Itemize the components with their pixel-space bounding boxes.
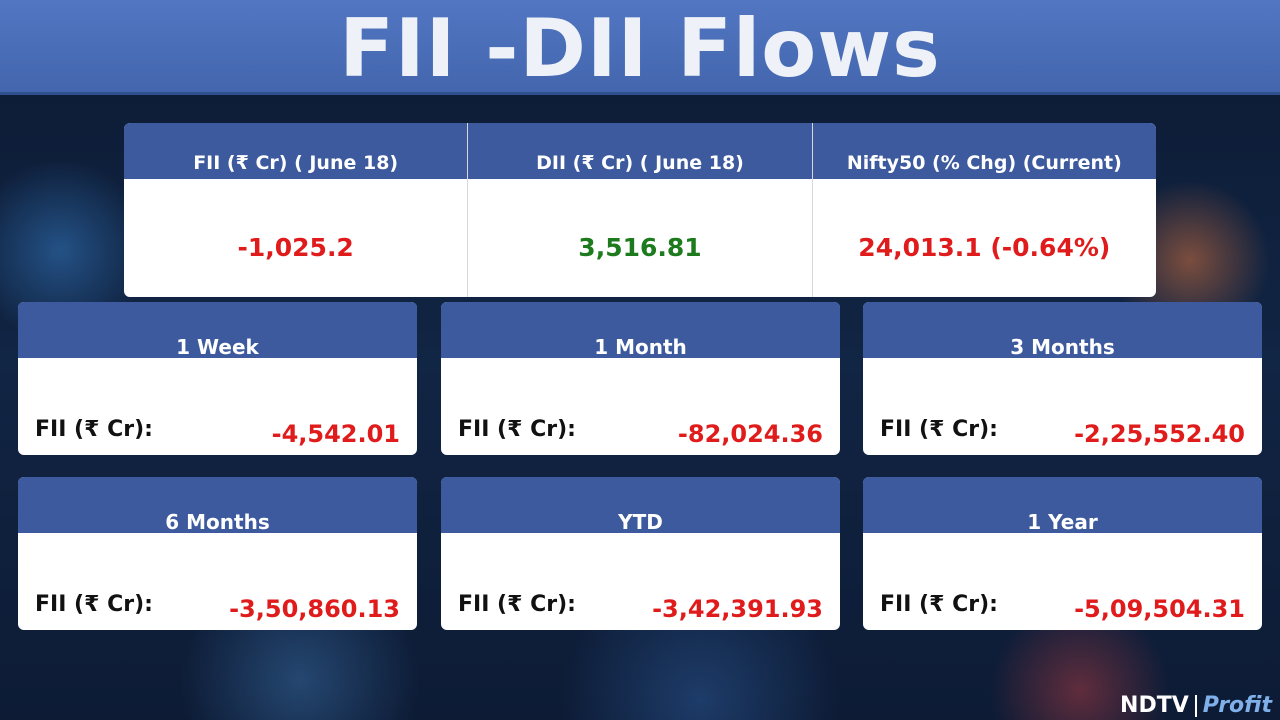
period-card: 6 Months FII (₹ Cr): -3,50,860.13	[18, 477, 417, 630]
card-period: 1 Year	[863, 477, 1262, 533]
card-label: FII (₹ Cr):	[458, 592, 576, 617]
card-label: FII (₹ Cr):	[458, 417, 576, 442]
logo-separator	[1194, 695, 1197, 717]
column-value: 3,516.81	[578, 233, 702, 262]
column-header: Nifty50 (% Chg) (Current)	[812, 123, 1156, 179]
column-value: -1,025.2	[237, 233, 354, 262]
card-period: 6 Months	[18, 477, 417, 533]
card-value: -3,42,391.93	[652, 595, 823, 623]
summary-table: FII (₹ Cr) ( June 18) -1,025.2 DII (₹ Cr) …	[124, 123, 1156, 297]
logo-brand: NDTV	[1120, 693, 1189, 718]
card-value: -5,09,504.31	[1074, 595, 1245, 623]
logo: NDTV Profit	[1120, 693, 1272, 718]
card-value: -2,25,552.40	[1074, 420, 1245, 448]
column-value: 24,013.1 (-0.64%)	[858, 233, 1111, 262]
card-period: 1 Month	[441, 302, 840, 358]
period-card: 1 Year FII (₹ Cr): -5,09,504.31	[863, 477, 1262, 630]
card-value: -3,50,860.13	[229, 595, 400, 623]
summary-column: Nifty50 (% Chg) (Current) 24,013.1 (-0.64…	[812, 123, 1156, 297]
column-header: DII (₹ Cr) ( June 18)	[468, 123, 812, 179]
card-label: FII (₹ Cr):	[35, 417, 153, 442]
period-card: 1 Month FII (₹ Cr): -82,024.36	[441, 302, 840, 455]
period-card: 1 Week FII (₹ Cr): -4,542.01	[18, 302, 417, 455]
card-label: FII (₹ Cr):	[35, 592, 153, 617]
card-value: -4,542.01	[271, 420, 400, 448]
title: FII -DII Flows	[339, 2, 941, 95]
column-header: FII (₹ Cr) ( June 18)	[124, 123, 468, 179]
title-bar: FII -DII Flows	[0, 0, 1280, 95]
card-period: 1 Week	[18, 302, 417, 358]
period-card: 3 Months FII (₹ Cr): -2,25,552.40	[863, 302, 1262, 455]
card-value: -82,024.36	[677, 420, 823, 448]
card-label: FII (₹ Cr):	[880, 592, 998, 617]
card-label: FII (₹ Cr):	[880, 417, 998, 442]
logo-product: Profit	[1202, 693, 1272, 718]
card-period: YTD	[441, 477, 840, 533]
summary-column: FII (₹ Cr) ( June 18) -1,025.2	[124, 123, 469, 297]
period-card: YTD FII (₹ Cr): -3,42,391.93	[441, 477, 840, 630]
card-period: 3 Months	[863, 302, 1262, 358]
summary-column: DII (₹ Cr) ( June 18) 3,516.81	[468, 123, 813, 297]
